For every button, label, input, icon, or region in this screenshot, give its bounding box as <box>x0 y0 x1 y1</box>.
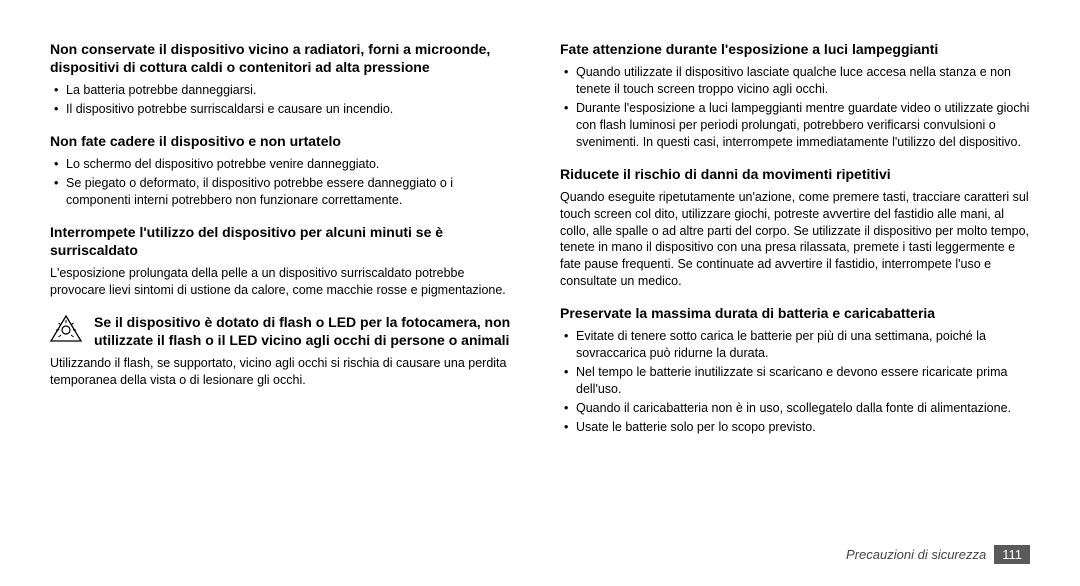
bullet-item: Quando utilizzate il dispositivo lasciat… <box>560 64 1030 98</box>
bullet-item: Il dispositivo potrebbe surriscaldarsi e… <box>50 101 520 118</box>
left-column: Non conservate il dispositivo vicino a r… <box>50 40 520 556</box>
bullets-battery: Evitate di tenere sotto carica le batter… <box>560 328 1030 435</box>
heading-storage: Non conservate il dispositivo vicino a r… <box>50 40 520 76</box>
heading-battery: Preservate la massima durata di batteria… <box>560 304 1030 322</box>
bullet-item: Usate le batterie solo per lo scopo prev… <box>560 419 1030 436</box>
bullet-item: La batteria potrebbe danneggiarsi. <box>50 82 520 99</box>
bullet-item: Durante l'esposizione a luci lampeggiant… <box>560 100 1030 151</box>
flash-warning-section: Se il dispositivo è dotato di flash o LE… <box>50 313 520 349</box>
footer-section-label: Precauzioni di sicurezza <box>846 547 986 562</box>
heading-flash: Se il dispositivo è dotato di flash o LE… <box>94 313 520 349</box>
page-number: 111 <box>994 545 1030 564</box>
para-overheat: L'esposizione prolungata della pelle a u… <box>50 265 520 299</box>
heading-drop: Non fate cadere il dispositivo e non urt… <box>50 132 520 150</box>
page: Non conservate il dispositivo vicino a r… <box>0 0 1080 586</box>
heading-repetitive: Riducete il rischio di danni da moviment… <box>560 165 1030 183</box>
bullets-drop: Lo schermo del dispositivo potrebbe veni… <box>50 156 520 209</box>
light-warning-icon <box>50 315 82 343</box>
bullet-item: Quando il caricabatteria non è in uso, s… <box>560 400 1030 417</box>
bullet-item: Nel tempo le batterie inutilizzate si sc… <box>560 364 1030 398</box>
para-repetitive: Quando eseguite ripetutamente un'azione,… <box>560 189 1030 290</box>
bullet-item: Evitate di tenere sotto carica le batter… <box>560 328 1030 362</box>
right-column: Fate attenzione durante l'esposizione a … <box>560 40 1030 556</box>
bullets-lights: Quando utilizzate il dispositivo lasciat… <box>560 64 1030 150</box>
heading-overheat: Interrompete l'utilizzo del dispositivo … <box>50 223 520 259</box>
para-flash: Utilizzando il flash, se supportato, vic… <box>50 355 520 389</box>
page-footer: Precauzioni di sicurezza 111 <box>846 545 1030 564</box>
bullet-item: Lo schermo del dispositivo potrebbe veni… <box>50 156 520 173</box>
bullets-storage: La batteria potrebbe danneggiarsi. Il di… <box>50 82 520 118</box>
bullet-item: Se piegato o deformato, il dispositivo p… <box>50 175 520 209</box>
heading-lights: Fate attenzione durante l'esposizione a … <box>560 40 1030 58</box>
